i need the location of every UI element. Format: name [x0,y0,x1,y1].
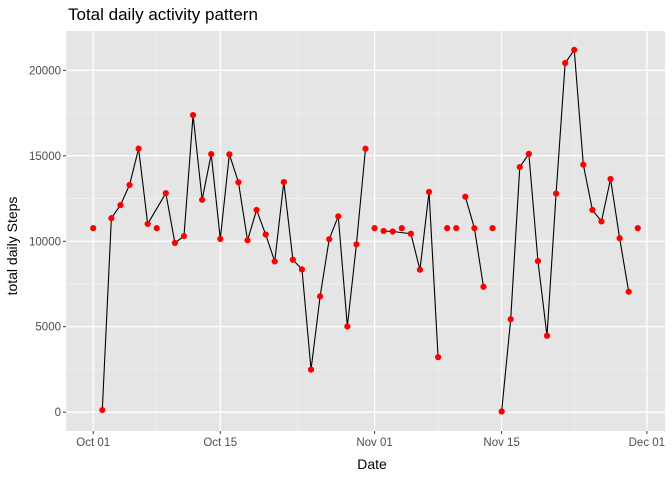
y-tick-label: 5000 [35,322,61,334]
data-point [580,161,587,168]
x-tick-label: Oct 15 [203,437,237,449]
data-point [289,256,296,263]
data-point [153,225,160,232]
data-point [280,179,287,186]
data-point [362,145,369,152]
data-point [189,111,197,119]
y-axis: 0 5000 10000 15000 20000 [29,65,66,419]
data-point [634,225,641,232]
data-point [562,59,569,67]
data-point [99,406,106,414]
data-points [90,46,641,415]
plot-panel [66,31,665,431]
data-point [235,179,242,186]
x-tick-label: Nov 01 [356,437,392,449]
x-tick-label: Oct 01 [76,437,110,449]
minor-gridlines [66,31,665,431]
data-point [380,227,387,235]
data-point [108,215,115,222]
data-point [217,235,224,242]
data-point [598,218,605,225]
y-tick-label: 20000 [29,65,61,77]
data-point [317,293,324,300]
data-point [416,266,424,273]
data-point [625,288,632,295]
data-point [543,332,551,339]
data-point [171,239,179,247]
x-axis: Oct 01 Oct 15 Nov 01 Nov 15 Dec 01 [76,431,665,449]
data-point [534,257,542,265]
x-tick-label: Nov 15 [483,437,519,449]
data-point [589,206,596,214]
data-point [525,150,532,158]
data-point [453,225,460,232]
data-point [307,366,315,373]
y-tick-label: 0 [55,407,61,419]
data-point [516,163,523,171]
data-point [244,237,251,244]
data-point [498,408,505,415]
data-point [253,206,260,214]
data-point [616,235,623,242]
data-point [407,230,414,237]
data-point [444,225,451,232]
data-point [398,225,405,232]
data-point [462,193,469,200]
data-point [271,258,278,265]
data-point [117,201,124,209]
data-point [144,220,151,228]
data-point [353,241,360,248]
data-point [298,266,306,273]
data-point [226,151,233,158]
x-tick-label: Dec 01 [629,437,665,449]
data-point [208,151,215,158]
data-point [552,190,560,197]
data-point [180,232,188,240]
data-point [199,196,206,203]
chart-title: Total daily activity pattern [68,5,258,24]
data-point [162,190,169,197]
data-point [262,231,269,238]
data-point [571,46,578,54]
x-axis-title: Date [357,456,387,472]
data-point [489,225,496,232]
data-point [389,228,396,235]
y-axis-title: total daily Steps [4,197,20,296]
data-point [425,188,433,196]
data-point [435,354,442,361]
data-point [607,175,614,183]
data-point [507,316,514,323]
data-point [471,225,478,232]
data-point [126,181,133,189]
y-tick-label: 15000 [29,151,61,163]
data-point [344,323,351,330]
data-point [480,283,487,290]
data-point [371,225,378,232]
data-point [90,225,97,232]
data-point [135,145,142,152]
data-point [326,236,333,243]
data-point [335,213,342,220]
y-tick-label: 10000 [29,236,61,248]
